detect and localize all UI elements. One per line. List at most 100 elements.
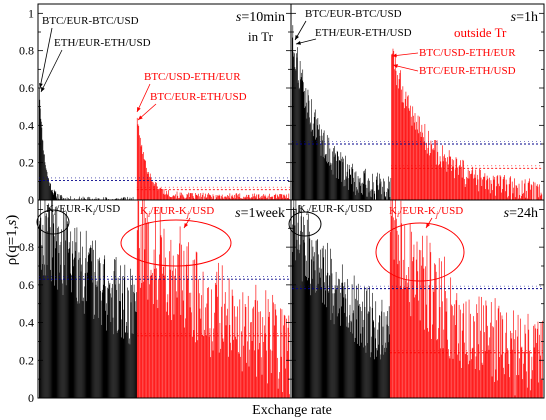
inside-series-bar xyxy=(380,178,381,200)
inside-series-bar xyxy=(306,219,308,398)
outside-series-bar xyxy=(458,304,460,398)
outside-series-bar xyxy=(276,357,278,398)
inside-series-bar xyxy=(377,185,379,200)
outside-series-bar xyxy=(283,314,285,398)
outside-series-bar xyxy=(451,304,452,398)
inside-series-bar xyxy=(374,327,376,398)
outside-series-bar xyxy=(474,321,475,398)
inside-series-bar xyxy=(370,189,372,200)
outside-series-bar xyxy=(254,300,256,398)
outside-series-bar xyxy=(199,198,201,200)
inside-series-bar xyxy=(88,248,90,398)
outside-series-bar xyxy=(226,197,228,200)
inside-series-bar xyxy=(369,286,370,398)
outside-series-bar xyxy=(437,151,439,200)
outside-series-bar xyxy=(414,113,416,200)
outside-series-bar xyxy=(210,357,212,398)
outside-series-bar xyxy=(199,308,201,398)
inside-series-bar xyxy=(43,275,45,398)
outside-series-bar xyxy=(218,352,220,398)
outside-series-bar xyxy=(419,320,421,398)
inside-series-bar xyxy=(112,283,113,398)
outside-series-bar xyxy=(526,387,528,398)
inside-series-bar xyxy=(135,311,136,398)
outside-series-bar xyxy=(430,252,432,398)
inside-series-bar xyxy=(358,345,360,398)
outside-series-bar xyxy=(245,197,247,200)
outside-series-bar xyxy=(435,264,436,398)
inside-series-bar xyxy=(367,313,369,398)
outside-series-bar xyxy=(156,186,158,200)
inside-series-bar xyxy=(46,264,48,398)
inside-series-bar xyxy=(107,314,109,398)
outside-series-bar xyxy=(434,263,435,398)
inside-series-bar xyxy=(292,251,294,398)
outside-series-bar xyxy=(485,300,487,398)
inside-series-bar xyxy=(132,275,133,398)
inside-series-bar xyxy=(372,292,373,398)
outside-series-bar xyxy=(422,257,424,398)
inside-series-bar xyxy=(54,285,56,398)
outside-series-bar xyxy=(223,341,225,398)
inside-series-bar xyxy=(63,198,64,200)
outside-series-bar xyxy=(473,178,474,200)
outside-series-bar xyxy=(489,193,491,200)
inside-series-bar xyxy=(353,275,355,398)
outside-series-bar xyxy=(512,193,514,200)
inside-series-bar xyxy=(43,255,44,398)
outside-series-bar xyxy=(146,222,147,398)
inside-series-bar xyxy=(326,275,327,398)
annotation-pair-label: Ki/EUR-Ki/USD xyxy=(46,203,120,217)
outside-series-bar xyxy=(197,195,199,200)
inside-series-bar xyxy=(350,332,351,398)
outside-series-bar xyxy=(432,288,434,398)
inside-series-bar xyxy=(375,301,377,398)
inside-series-bar xyxy=(302,69,304,201)
outside-series-bar xyxy=(205,197,207,200)
inside-series-bar xyxy=(82,246,83,398)
inside-series-bar xyxy=(355,171,357,200)
outside-series-bar xyxy=(208,192,209,200)
outside-series-bar xyxy=(463,303,465,398)
inside-series-bar xyxy=(357,189,358,200)
outside-series-bar xyxy=(509,377,510,398)
inside-series-bar xyxy=(334,285,336,398)
inside-series-bar xyxy=(65,285,67,398)
outside-series-bar xyxy=(250,322,251,398)
inside-series-bar xyxy=(346,171,348,200)
outside-series-bar xyxy=(250,198,251,200)
outside-series-bar xyxy=(528,181,530,200)
annotation-eth-eur-eth-usd: ETH/EUR-ETH/USD xyxy=(315,27,412,39)
outside-series-bar xyxy=(438,258,440,398)
inside-series-bar xyxy=(383,354,384,398)
outside-series-bar xyxy=(175,198,177,200)
outside-series-bar xyxy=(476,174,478,200)
outside-series-bar xyxy=(194,259,195,398)
inside-series-bar xyxy=(51,189,52,200)
inside-series-bar xyxy=(116,198,118,200)
inside-series-bar xyxy=(126,321,127,398)
outside-series-bar xyxy=(165,257,166,398)
inside-series-bar xyxy=(337,178,339,200)
outside-series-bar xyxy=(286,194,287,200)
outside-series-bar xyxy=(450,277,452,398)
inside-series-bar xyxy=(50,281,52,398)
outside-series-bar xyxy=(508,196,509,200)
inside-series-bar xyxy=(319,124,320,200)
inside-series-bar xyxy=(55,248,57,398)
outside-series-bar xyxy=(289,394,290,398)
inside-series-bar xyxy=(56,241,57,398)
outside-series-bar xyxy=(451,306,453,398)
inside-series-bar xyxy=(333,305,334,398)
inside-series-bar xyxy=(326,135,328,200)
inside-series-bar xyxy=(99,263,101,398)
inside-series-bar xyxy=(61,196,63,200)
inside-series-bar xyxy=(79,196,80,200)
inside-series-bar xyxy=(382,326,384,398)
inside-series-bars xyxy=(292,25,392,201)
outside-series-bar xyxy=(480,330,481,398)
outside-series-bar xyxy=(518,375,520,398)
outside-series-bar xyxy=(519,358,520,398)
inside-series-bar xyxy=(357,283,359,398)
inside-series-bar xyxy=(47,177,49,200)
